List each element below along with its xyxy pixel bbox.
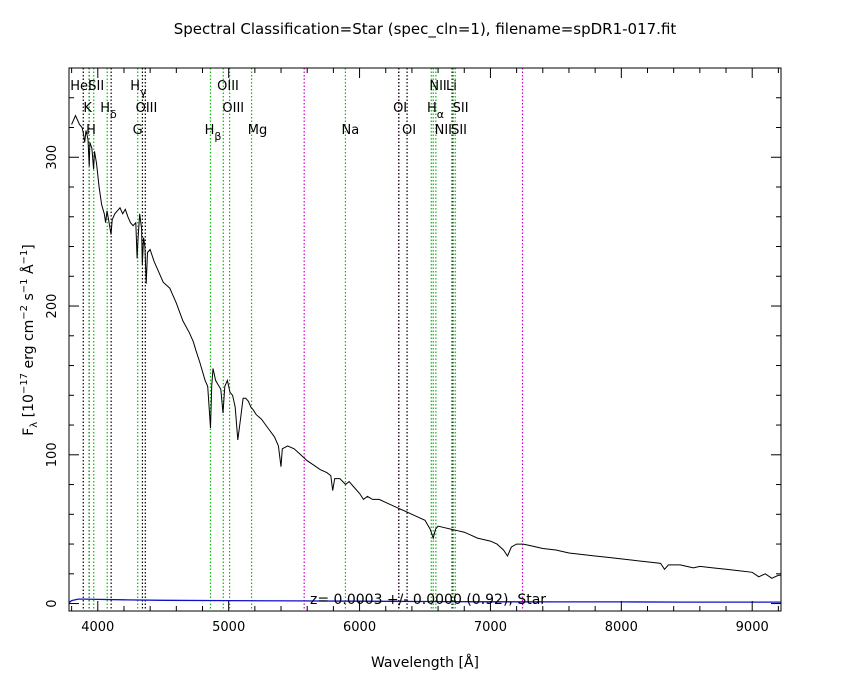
y-axis: 0 100 200 300 — [45, 67, 781, 608]
error-series-line — [68, 598, 781, 604]
spectral-line-markers — [82, 68, 524, 611]
line-label-8: OIII — [217, 79, 239, 94]
x-tick-label-8000: 8000 — [605, 620, 638, 635]
line-label-1: SII — [88, 79, 104, 94]
line-label-0: HeI — [70, 79, 92, 94]
line-label-4: Hδ — [100, 101, 117, 121]
y-tick-label-100: 100 — [45, 442, 60, 467]
line-label-13: OI — [393, 101, 407, 116]
line-label-10: Hβ — [205, 123, 222, 143]
chart-title: Spectral Classification=Star (spec_cln=1… — [174, 20, 677, 39]
y-axis-label: Fλ [10−17 erg cm−2 s−1 Å−1] — [19, 244, 40, 436]
x-tick-label-4000: 4000 — [81, 620, 114, 635]
line-label-19: NII — [435, 123, 452, 138]
line-label-7: G — [133, 123, 143, 138]
redshift-annotation: z= 0.0003 +/- 0.0000 (0.92), Star — [310, 592, 546, 608]
x-axis-label: Wavelength [Å] — [371, 654, 479, 671]
line-label-16: Li — [446, 79, 457, 94]
line-label-3: H — [86, 123, 96, 138]
x-tick-label-7000: 7000 — [474, 620, 507, 635]
line-label-15: NII — [429, 79, 446, 94]
line-label-18: SII — [453, 101, 469, 116]
y-tick-label-0: 0 — [45, 599, 60, 607]
plot-frame — [68, 67, 782, 612]
line-label-5: Hγ — [130, 79, 147, 99]
x-axis: 4000 5000 6000 7000 8000 9000 — [71, 68, 779, 635]
line-label-11: Mg — [248, 123, 267, 138]
line-label-20: SII — [451, 123, 467, 138]
line-label-17: Hα — [427, 101, 444, 121]
x-tick-label-6000: 6000 — [343, 620, 376, 635]
line-label-6: OIII — [136, 101, 158, 116]
x-tick-label-5000: 5000 — [212, 620, 245, 635]
y-tick-label-300: 300 — [45, 145, 60, 170]
line-label-12: Na — [342, 123, 360, 138]
y-tick-label-200: 200 — [45, 294, 60, 319]
line-label-2: K — [83, 101, 92, 116]
line-label-14: OI — [402, 123, 416, 138]
line-label-9: OIII — [222, 101, 244, 116]
spectrum-series-line — [71, 114, 781, 579]
x-tick-label-9000: 9000 — [736, 620, 769, 635]
